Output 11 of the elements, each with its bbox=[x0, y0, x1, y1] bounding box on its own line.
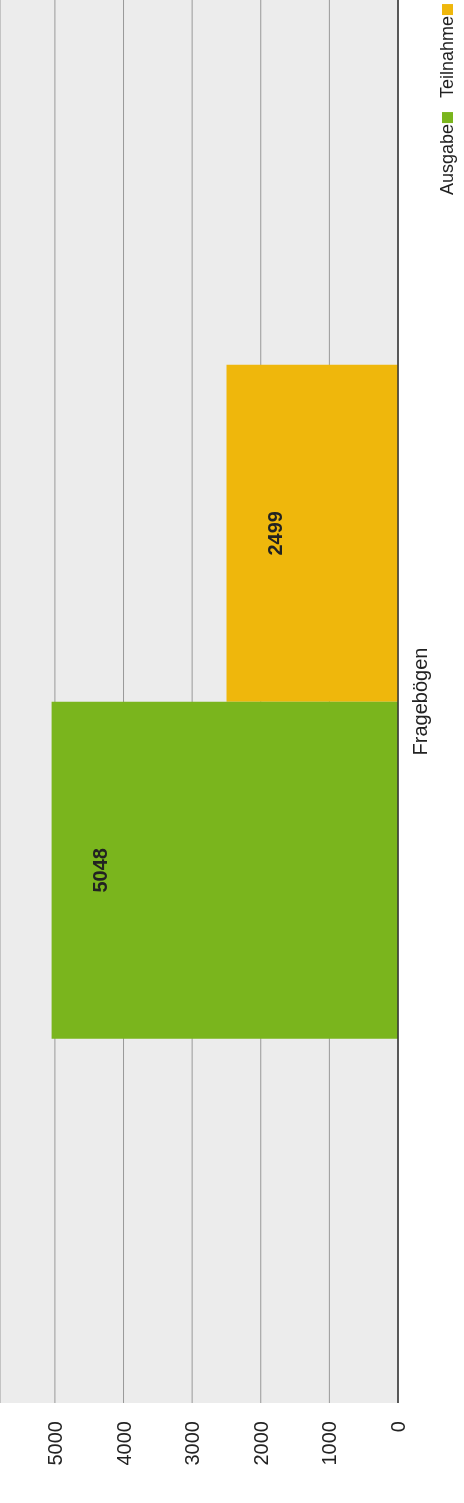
x-tick-label: 2000 bbox=[249, 1421, 272, 1466]
legend-label: Teilnahme bbox=[437, 16, 458, 99]
x-tick-label: 0 bbox=[387, 1421, 409, 1433]
legend-label: Ausgabe bbox=[437, 124, 458, 196]
x-tick-label: 1000 bbox=[318, 1421, 341, 1466]
y-tick-label: Fragebögen bbox=[409, 647, 431, 756]
x-tick-label: 4000 bbox=[112, 1421, 135, 1466]
data-label: 5048 bbox=[88, 848, 111, 893]
x-tick-label: 5000 bbox=[43, 1421, 66, 1466]
data-label: 2499 bbox=[263, 511, 286, 556]
x-tick-label: 3000 bbox=[181, 1421, 204, 1466]
